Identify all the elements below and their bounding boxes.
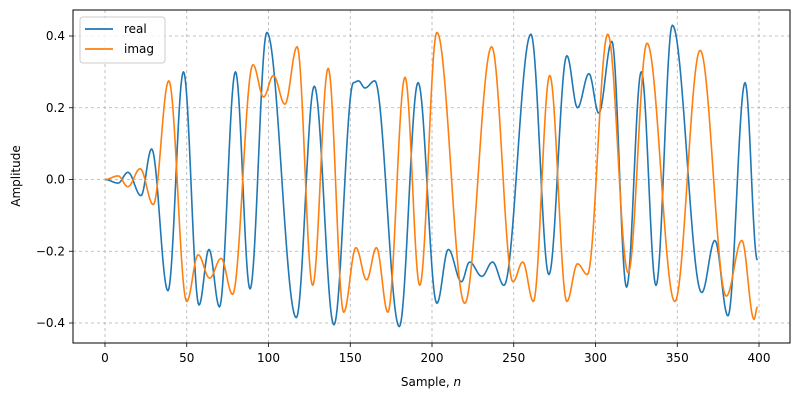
x-tick-label: 0 xyxy=(101,351,109,365)
x-axis-ticks: 0 50 100 150 200 250 300 350 400 xyxy=(101,343,770,365)
x-tick-label: 50 xyxy=(179,351,194,365)
axes-frame xyxy=(72,9,791,344)
y-tick-label: 0.0 xyxy=(46,173,65,187)
y-tick-label: −0.2 xyxy=(36,244,65,258)
grid-lines xyxy=(73,10,790,343)
x-tick-label: 300 xyxy=(584,351,607,365)
x-tick-label: 100 xyxy=(257,351,280,365)
y-axis-label: Amplitude xyxy=(9,145,23,207)
legend: real imag xyxy=(79,16,166,64)
y-tick-label: −0.4 xyxy=(36,316,65,330)
legend-box xyxy=(79,16,166,64)
x-tick-label: 250 xyxy=(502,351,525,365)
x-tick-label: 200 xyxy=(421,351,444,365)
series-line-imag xyxy=(104,31,759,321)
legend-label-real: real xyxy=(124,22,147,36)
series-line-real xyxy=(104,24,759,328)
y-tick-label: 0.4 xyxy=(46,29,65,43)
x-tick-label: 150 xyxy=(339,351,362,365)
legend-label-imag: imag xyxy=(124,42,154,56)
y-axis-ticks: −0.4 −0.2 0.0 0.2 0.4 xyxy=(36,29,73,330)
y-tick-label: 0.2 xyxy=(46,101,65,115)
x-tick-label: 350 xyxy=(666,351,689,365)
x-axis-label: Sample, n xyxy=(401,375,461,389)
x-tick-label: 400 xyxy=(748,351,771,365)
plot-area xyxy=(104,24,759,328)
